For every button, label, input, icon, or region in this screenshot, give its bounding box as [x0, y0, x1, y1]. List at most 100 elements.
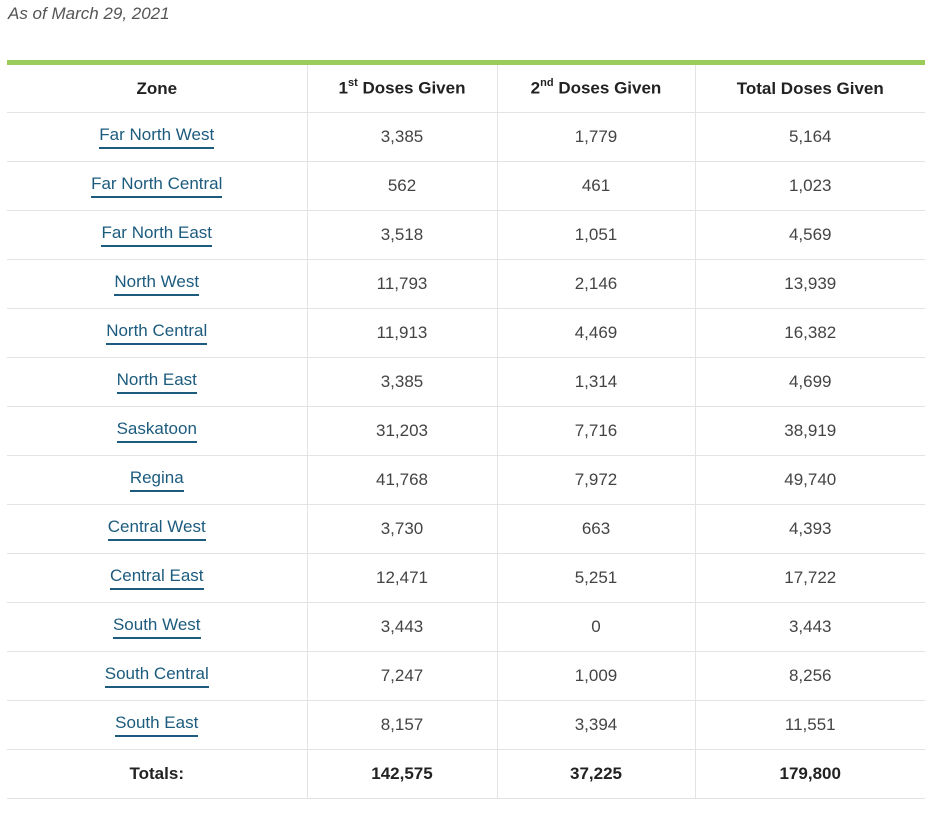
second-doses-cell: 1,051: [496, 210, 695, 260]
zone-cell: South West: [7, 602, 307, 652]
first-doses-cell: 8,157: [306, 700, 497, 750]
total-doses-cell: 17,722: [694, 553, 925, 603]
zone-link[interactable]: Saskatoon: [116, 419, 197, 443]
table-row: Far North Central 562 461 1,023: [7, 161, 925, 211]
second-doses-cell: 461: [496, 161, 695, 211]
header-first-sup: st: [347, 77, 358, 90]
first-doses-cell: 562: [306, 161, 497, 211]
first-doses-cell: 3,385: [306, 357, 497, 407]
header-row: Zone 1st Doses Given 2nd Doses Given Tot…: [7, 62, 925, 113]
zone-cell: Far North Central: [7, 161, 307, 211]
header-zone: Zone: [7, 62, 307, 113]
second-doses-cell: 4,469: [496, 308, 695, 358]
second-doses-cell: 1,009: [496, 651, 695, 701]
zone-link[interactable]: Regina: [129, 468, 184, 492]
zone-cell: Saskatoon: [7, 406, 307, 456]
total-doses-cell: 4,569: [694, 210, 925, 260]
second-doses-cell: 0: [496, 602, 695, 652]
total-doses-cell: 4,393: [694, 504, 925, 554]
zone-link[interactable]: South West: [112, 615, 201, 639]
zone-cell: Far North East: [7, 210, 307, 260]
total-doses-cell: 8,256: [694, 651, 925, 701]
header-second-prefix: 2: [530, 78, 541, 98]
total-doses-cell: 13,939: [694, 259, 925, 309]
zone-link[interactable]: Far North Central: [91, 174, 223, 198]
as-of-date: As of March 29, 2021: [8, 4, 170, 23]
total-doses-cell: 11,551: [694, 700, 925, 750]
total-doses-cell: 38,919: [694, 406, 925, 456]
second-doses-cell: 7,716: [496, 406, 695, 456]
header-second-sup: nd: [540, 77, 554, 90]
first-doses-cell: 3,730: [306, 504, 497, 554]
totals-row: Totals: 142,575 37,225 179,800: [7, 749, 925, 799]
header-first-prefix: 1: [338, 78, 348, 98]
zone-cell: Central West: [7, 504, 307, 554]
first-doses-cell: 3,518: [306, 210, 497, 260]
zone-link[interactable]: Central West: [107, 517, 206, 541]
table-row: North Central 11,913 4,469 16,382: [7, 308, 925, 358]
total-doses-cell: 49,740: [694, 455, 925, 505]
totals-total-doses: 179,800: [694, 749, 925, 799]
header-first-suffix: Doses Given: [357, 78, 466, 98]
table-row: South West 3,443 0 3,443: [7, 602, 925, 652]
zone-cell: Regina: [7, 455, 307, 505]
total-doses-cell: 4,699: [694, 357, 925, 407]
zone-link[interactable]: North West: [114, 272, 200, 296]
vaccine-doses-table-container: Zone 1st Doses Given 2nd Doses Given Tot…: [7, 60, 925, 799]
second-doses-cell: 7,972: [496, 455, 695, 505]
zone-cell: South East: [7, 700, 307, 750]
zone-link[interactable]: South Central: [104, 664, 209, 688]
table-row: South East 8,157 3,394 11,551: [7, 700, 925, 750]
first-doses-cell: 11,793: [306, 259, 497, 309]
vaccine-doses-table: Zone 1st Doses Given 2nd Doses Given Tot…: [7, 60, 925, 799]
total-doses-cell: 1,023: [694, 161, 925, 211]
first-doses-cell: 41,768: [306, 455, 497, 505]
total-doses-cell: 3,443: [694, 602, 925, 652]
zone-link[interactable]: North Central: [106, 321, 208, 345]
zone-link[interactable]: South East: [115, 713, 199, 737]
zone-link[interactable]: Far North East: [101, 223, 213, 247]
totals-label: Totals:: [7, 749, 307, 799]
table-row: Far North West 3,385 1,779 5,164: [7, 112, 925, 162]
first-doses-cell: 3,385: [306, 112, 497, 162]
zone-cell: North East: [7, 357, 307, 407]
total-doses-cell: 16,382: [694, 308, 925, 358]
first-doses-cell: 11,913: [306, 308, 497, 358]
table-header: Zone 1st Doses Given 2nd Doses Given Tot…: [7, 62, 925, 113]
zone-cell: Central East: [7, 553, 307, 603]
zone-link[interactable]: Far North West: [99, 125, 215, 149]
table-row: South Central 7,247 1,009 8,256: [7, 651, 925, 701]
first-doses-cell: 12,471: [306, 553, 497, 603]
table-footer: Totals: 142,575 37,225 179,800: [7, 749, 925, 799]
second-doses-cell: 3,394: [496, 700, 695, 750]
table-row: Far North East 3,518 1,051 4,569: [7, 210, 925, 260]
table-row: North East 3,385 1,314 4,699: [7, 357, 925, 407]
table-row: Central East 12,471 5,251 17,722: [7, 553, 925, 603]
zone-cell: North West: [7, 259, 307, 309]
header-second-suffix: Doses Given: [553, 78, 662, 98]
second-doses-cell: 663: [496, 504, 695, 554]
table-row: Regina 41,768 7,972 49,740: [7, 455, 925, 505]
table-row: Saskatoon 31,203 7,716 38,919: [7, 406, 925, 456]
zone-link[interactable]: Central East: [109, 566, 204, 590]
first-doses-cell: 7,247: [306, 651, 497, 701]
totals-first-doses: 142,575: [306, 749, 497, 799]
total-doses-cell: 5,164: [694, 112, 925, 162]
header-second-doses: 2nd Doses Given: [496, 62, 695, 113]
table-row: North West 11,793 2,146 13,939: [7, 259, 925, 309]
header-first-doses: 1st Doses Given: [306, 62, 497, 113]
totals-second-doses: 37,225: [496, 749, 695, 799]
zone-cell: North Central: [7, 308, 307, 358]
zone-cell: South Central: [7, 651, 307, 701]
first-doses-cell: 31,203: [306, 406, 497, 456]
second-doses-cell: 1,779: [496, 112, 695, 162]
second-doses-cell: 5,251: [496, 553, 695, 603]
second-doses-cell: 1,314: [496, 357, 695, 407]
second-doses-cell: 2,146: [496, 259, 695, 309]
first-doses-cell: 3,443: [306, 602, 497, 652]
zone-cell: Far North West: [7, 112, 307, 162]
header-total-doses: Total Doses Given: [694, 62, 925, 113]
table-body: Far North West 3,385 1,779 5,164 Far North C…: [7, 112, 925, 750]
zone-link[interactable]: North East: [116, 370, 197, 394]
table-row: Central West 3,730 663 4,393: [7, 504, 925, 554]
